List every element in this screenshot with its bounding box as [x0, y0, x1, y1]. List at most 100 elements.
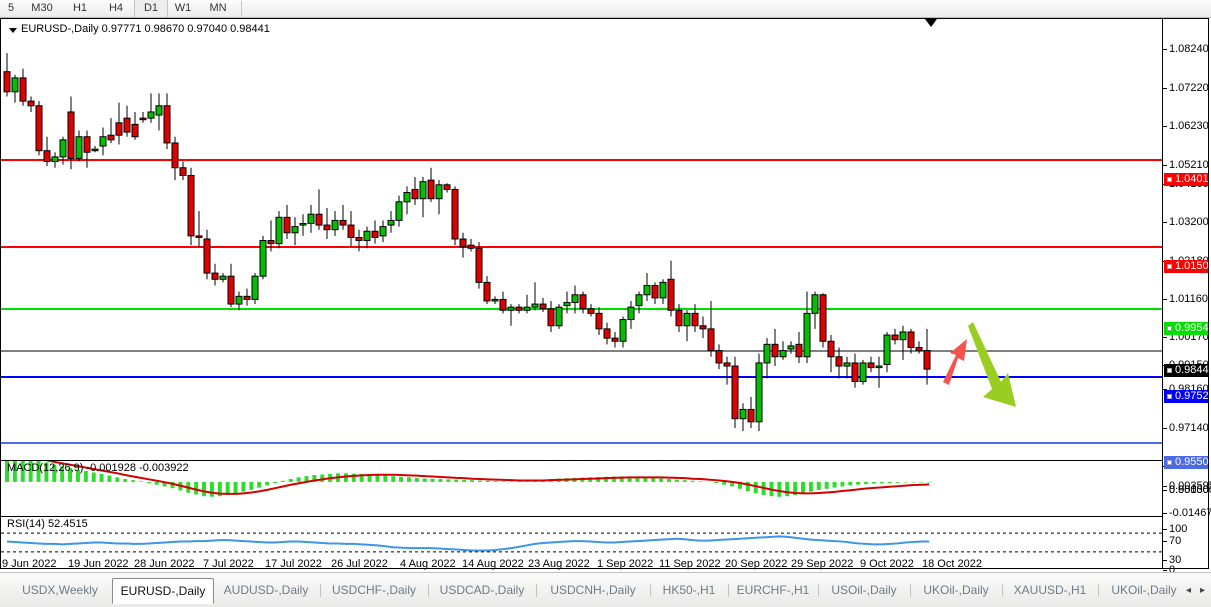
- candle-body: [291, 226, 299, 234]
- rsi-pane[interactable]: RSI(14) 52.4515: [1, 517, 1162, 568]
- time-tick-label: 29 Sep 2022: [791, 558, 854, 570]
- price-tick-label: 1.06230: [1169, 120, 1209, 132]
- timeframe-w1-button[interactable]: W1: [174, 2, 192, 14]
- indicator-tick-label: 0.000000: [1169, 484, 1211, 496]
- candle-body: [363, 230, 371, 242]
- candle-body: [475, 247, 483, 283]
- indicator-tick-label: 100: [1169, 523, 1188, 535]
- candle-body: [843, 362, 851, 367]
- timeframe-5-button[interactable]: 5: [7, 2, 15, 14]
- candle-body: [267, 240, 275, 245]
- chart-menu-triangle-icon[interactable]: [9, 28, 17, 33]
- price-tick-label: 1.07220: [1169, 82, 1209, 94]
- axis-tick: [1163, 513, 1167, 514]
- tabs-scroll-prev-icon[interactable]: ◂: [1186, 585, 1192, 596]
- chart-tab-usdxweekly[interactable]: USDX,Weekly: [22, 583, 98, 597]
- chart-tab-eurchfh1[interactable]: EURCHF-,H1: [736, 583, 810, 597]
- price-level-badge-1.04015[interactable]: 1.04015: [1164, 173, 1211, 186]
- candle-body: [827, 340, 835, 358]
- timeframe-mn-button[interactable]: MN: [209, 2, 227, 14]
- axis-tick: [1163, 541, 1167, 542]
- candle-body: [555, 306, 563, 327]
- price-level-badge-0.98441[interactable]: 0.98441: [1164, 364, 1211, 377]
- price-tick-label: 0.98160: [1169, 383, 1209, 395]
- time-tick-label: 7 Jul 2022: [203, 558, 254, 570]
- chart-tab-eurusddaily[interactable]: EURUSD-,Daily: [112, 578, 214, 604]
- candle-body: [131, 123, 139, 138]
- candle-body: [147, 111, 155, 119]
- candle-body: [867, 362, 875, 369]
- candle-body: [763, 343, 771, 364]
- chart-tab-usdcaddaily[interactable]: USDCAD-,Daily: [439, 583, 525, 597]
- timeframe-m30-button[interactable]: M30: [31, 2, 53, 14]
- time-tick-label: 26 Jul 2022: [331, 558, 388, 570]
- timeframe-d1-button[interactable]: D1: [134, 0, 168, 17]
- price-axis[interactable]: 1.082401.072201.062301.052101.041001.032…: [1162, 19, 1211, 576]
- rsi-line: [6, 535, 930, 552]
- price-pane[interactable]: EURUSD-,Daily 0.97771 0.98670 0.97040 0.…: [1, 19, 1162, 459]
- chart-tab-ukoildaily[interactable]: UKOil-,Daily: [923, 583, 989, 597]
- candle-body: [219, 275, 227, 280]
- candle-body: [651, 284, 659, 299]
- indicator-tick-label: 0.003595: [1169, 480, 1211, 492]
- candle-body: [707, 328, 715, 352]
- price-level-badge-1.01502[interactable]: 1.01502: [1164, 260, 1211, 273]
- candle-body: [243, 295, 251, 300]
- chart-tab-audusddaily[interactable]: AUDUSD-,Daily: [223, 583, 309, 597]
- axis-tick: [1163, 560, 1167, 561]
- candlestick-plot: [1, 53, 1162, 444]
- candle-body: [251, 275, 259, 300]
- macd-pane[interactable]: MACD(12,26,9) -0.001928 -0.003922: [1, 460, 1162, 517]
- candle-body: [259, 240, 267, 277]
- candle-body: [347, 224, 355, 238]
- price-tick-label: 1.05210: [1169, 159, 1209, 171]
- time-tick-label: 28 Jun 2022: [134, 558, 195, 570]
- chart-tab-usoildaily[interactable]: USOil-,Daily: [831, 583, 897, 597]
- candle-body: [59, 139, 67, 158]
- time-tick-label: 11 Sep 2022: [659, 558, 721, 570]
- candle-body: [411, 188, 419, 200]
- price-level-badge-0.99547[interactable]: 0.99547: [1164, 322, 1211, 335]
- timeframe-h1-button[interactable]: H1: [72, 2, 88, 14]
- candle-body: [659, 281, 667, 299]
- candle-body: [811, 294, 819, 314]
- price-level-badge-0.95507[interactable]: 0.95507: [1164, 456, 1211, 469]
- price-tick-label: 1.03200: [1169, 216, 1209, 228]
- indicator-tick-label: 0: [1169, 564, 1176, 576]
- candle-body: [443, 184, 451, 190]
- chart-tab-hk50h1[interactable]: HK50-,H1: [662, 583, 716, 597]
- chart-tab-usdcnhdaily[interactable]: USDCNH-,Daily: [550, 583, 636, 597]
- chart-tab-usdchfdaily[interactable]: USDCHF-,Daily: [332, 583, 416, 597]
- tab-separator: [818, 584, 819, 597]
- candle-body: [779, 350, 787, 358]
- candle-body: [387, 219, 395, 226]
- candle-body: [331, 219, 339, 231]
- tab-separator: [1098, 584, 1099, 597]
- time-tick-label: 18 Oct 2022: [922, 558, 982, 570]
- price-level-badge-0.97526[interactable]: 0.97526: [1164, 390, 1211, 403]
- time-tick-label: 1 Sep 2022: [597, 558, 654, 570]
- arrow-up-red-icon: [943, 339, 967, 385]
- candle-body: [459, 238, 467, 248]
- chart-tabs-bar: USDX,Weekly EURUSD-,Daily AUDUSD-,Daily USD…: [0, 572, 1211, 607]
- chart-tab-xauusdh1[interactable]: XAUUSD-,H1: [1013, 583, 1087, 597]
- timeframe-h4-button[interactable]: H4: [108, 2, 124, 14]
- candle-body: [739, 408, 747, 420]
- candle-body: [123, 117, 131, 133]
- candle-body: [115, 122, 123, 136]
- chart-tab-ukoildaily[interactable]: UKOil-,Daily: [1111, 583, 1177, 597]
- price-tick-label: 1.01160: [1169, 293, 1208, 305]
- axis-tick: [1163, 337, 1167, 338]
- candle-body: [467, 244, 475, 249]
- candle-body: [139, 117, 147, 121]
- candle-body: [643, 284, 651, 296]
- candle-body: [691, 312, 699, 327]
- candle-body: [83, 136, 91, 153]
- candle-body: [323, 224, 331, 231]
- candle-body: [179, 167, 187, 176]
- time-tick-label: 19 Jun 2022: [68, 558, 129, 570]
- price-tick-label: 0.95130: [1169, 484, 1209, 496]
- tabs-scroll-next-icon[interactable]: ▸: [1200, 585, 1206, 596]
- time-tick-label: 9 Oct 2022: [860, 558, 914, 570]
